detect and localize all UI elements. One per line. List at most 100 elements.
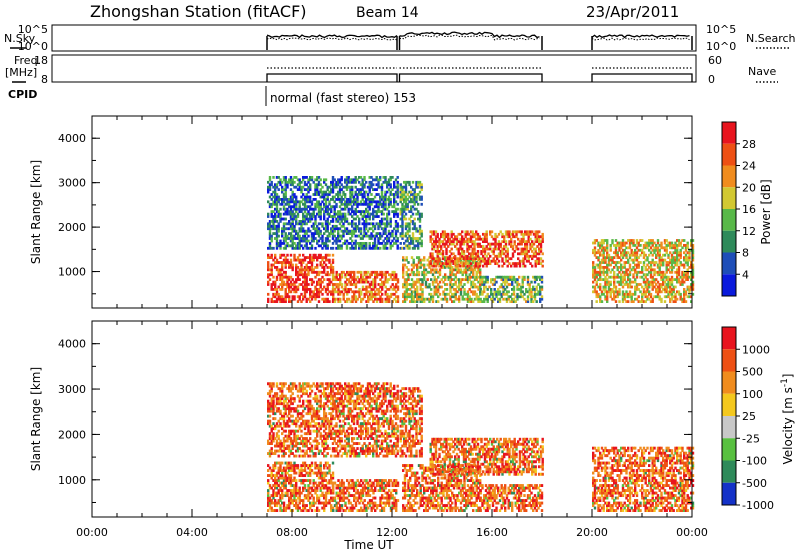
echo-cell <box>374 278 377 281</box>
echo-cell <box>628 278 632 281</box>
echo-cell <box>298 188 301 191</box>
echo-cell <box>506 250 509 253</box>
echo-cell <box>384 180 387 184</box>
echo-cell <box>472 258 475 262</box>
echo-cell <box>620 275 623 279</box>
echo-cell <box>321 258 324 262</box>
echo-cell <box>632 275 635 279</box>
echo-cell <box>599 261 602 264</box>
echo-cell <box>335 217 338 221</box>
echo-cell <box>632 251 635 255</box>
echo-cell <box>670 268 674 272</box>
echo-cell <box>270 285 273 289</box>
echo-cell <box>404 198 408 201</box>
echo-cell <box>473 242 476 246</box>
echo-cell <box>324 190 328 194</box>
echo-cell <box>351 295 354 299</box>
echo-cell <box>632 266 635 269</box>
echo-cell <box>405 290 408 294</box>
echo-cell <box>293 246 296 250</box>
echo-cell <box>386 292 389 296</box>
echo-cell <box>342 297 345 301</box>
echo-cell <box>323 506 326 510</box>
echo-cell <box>428 266 431 269</box>
echo-cell <box>321 486 324 490</box>
echo-cell <box>686 263 689 267</box>
echo-cell <box>505 278 509 281</box>
echo-cell <box>476 250 480 253</box>
echo-cell <box>319 290 322 294</box>
echo-cell <box>505 280 509 284</box>
echo-cell <box>443 262 446 265</box>
echo-cell <box>470 270 473 274</box>
echo-cell <box>524 252 527 256</box>
echo-cell <box>387 232 391 235</box>
echo-cell <box>305 212 308 216</box>
echo-cell <box>279 278 282 281</box>
echo-cell <box>618 283 621 286</box>
echo-cell <box>406 237 409 240</box>
echo-cell <box>270 210 273 213</box>
echo-cell <box>433 288 436 291</box>
echo-cell <box>599 270 602 274</box>
echo-cell <box>300 292 303 296</box>
echo-cell <box>656 241 660 245</box>
echo-cell <box>365 278 368 281</box>
echo-cell <box>352 227 356 231</box>
y-tick-label: 1000 <box>58 266 86 279</box>
echo-cell <box>309 295 312 299</box>
echo-cell <box>461 242 464 246</box>
echo-cell <box>289 205 293 209</box>
echo-cell <box>293 217 296 221</box>
echo-cell <box>331 217 335 221</box>
echo-cell <box>430 297 433 301</box>
echo-cell <box>286 242 289 245</box>
echo-cell <box>347 185 350 189</box>
echo-cell <box>319 229 322 233</box>
echo-cell <box>472 273 475 277</box>
echo-cell <box>286 210 289 213</box>
echo-cell <box>655 246 658 250</box>
echo-cell <box>670 283 674 286</box>
echo-cell <box>408 244 411 248</box>
echo-cell <box>354 198 357 201</box>
echo-cell <box>386 239 389 243</box>
echo-cell <box>368 244 371 248</box>
echo-cell <box>291 200 294 204</box>
echo-cell <box>677 290 681 294</box>
echo-cell <box>291 464 294 467</box>
echo-cell <box>295 217 298 221</box>
echo-cell <box>658 285 661 289</box>
echo-cell <box>522 247 525 251</box>
echo-cell <box>493 292 496 296</box>
echo-cell <box>298 494 301 497</box>
echo-cell <box>541 252 544 256</box>
echo-cell <box>418 183 422 187</box>
echo-cell <box>503 245 506 248</box>
echo-cell <box>616 261 619 264</box>
echo-cell <box>686 256 689 259</box>
echo-cell <box>415 200 418 204</box>
echo-cell <box>282 227 286 231</box>
echo-cell <box>289 476 293 480</box>
echo-cell <box>688 256 691 259</box>
echo-cell <box>511 300 514 303</box>
echo-cell <box>324 237 328 240</box>
echo-cell <box>683 297 686 301</box>
echo-cell <box>339 297 342 301</box>
echo-cell <box>676 246 679 250</box>
echo-cell <box>366 222 370 226</box>
echo-cell <box>323 474 326 477</box>
echo-cell <box>448 262 452 265</box>
echo-cell <box>672 278 675 281</box>
echo-cell <box>464 262 467 265</box>
echo-cell <box>337 479 340 482</box>
echo-cell <box>281 190 284 194</box>
echo-cell <box>345 220 349 223</box>
echo-cell <box>393 198 396 201</box>
echo-cell <box>312 234 315 238</box>
echo-cell <box>641 268 644 272</box>
echo-cell <box>686 241 689 245</box>
echo-cell <box>417 185 420 189</box>
echo-cell <box>407 278 410 281</box>
